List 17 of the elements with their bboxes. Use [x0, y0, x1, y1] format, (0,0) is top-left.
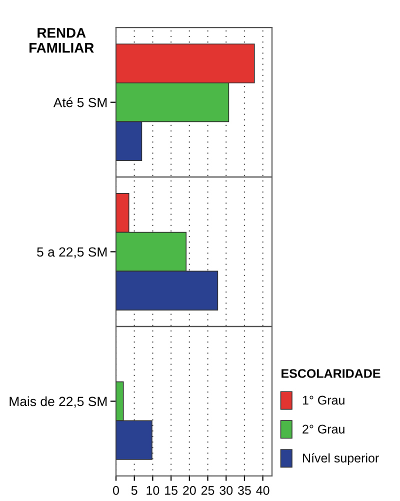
x-tick-label: 10	[146, 486, 160, 495]
legend-label: 2° Grau	[302, 424, 344, 434]
legend-label: 1° Grau	[302, 396, 344, 405]
y-axis-title: RENDA FAMILIAR	[30, 28, 94, 53]
x-tick-label: 0	[113, 486, 119, 495]
x-tick-label: 15	[165, 486, 178, 495]
x-tick-label: 5	[131, 486, 138, 495]
legend-label: Nível superior	[303, 453, 379, 465]
x-tick-label: 30	[220, 486, 233, 495]
x-tick-label: 40	[256, 486, 270, 495]
y-tick-label: 5 a 22,5 SM	[37, 247, 107, 258]
x-tick-label: 25	[201, 486, 214, 495]
y-tick-label: Até 5 SM	[53, 97, 107, 108]
y-tick-label: Mais de 22,5 SM	[10, 396, 107, 408]
x-tick-label: 20	[183, 486, 196, 495]
legend-title: ESCOLARIDADE	[282, 369, 380, 378]
x-tick-label: 35	[238, 486, 251, 495]
